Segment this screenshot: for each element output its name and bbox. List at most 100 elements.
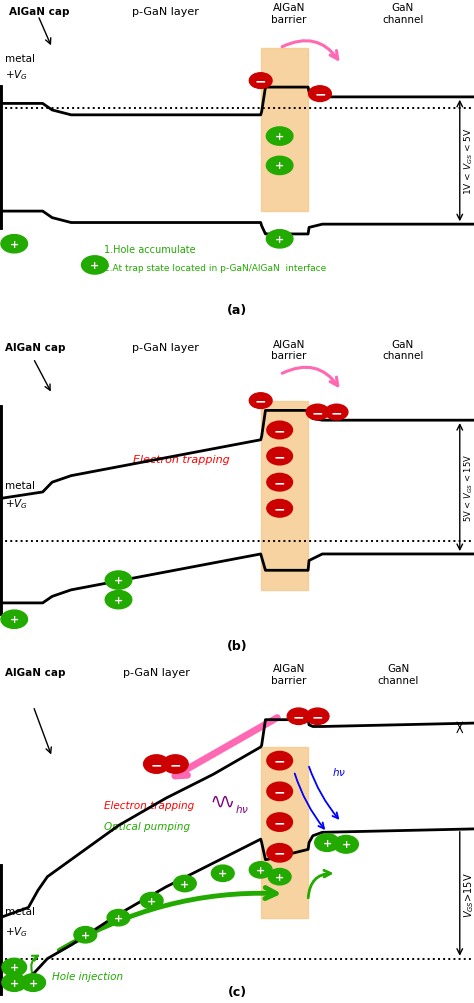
Circle shape — [267, 751, 292, 770]
Text: metal: metal — [5, 481, 35, 490]
Text: −: − — [151, 757, 162, 771]
Text: (b): (b) — [227, 639, 247, 652]
Circle shape — [74, 927, 97, 943]
Text: $+V_G$: $+V_G$ — [5, 925, 28, 938]
Text: +: + — [81, 930, 90, 940]
Text: −: − — [312, 405, 323, 419]
Circle shape — [267, 473, 292, 491]
Circle shape — [267, 499, 292, 518]
Text: Electron trapping: Electron trapping — [133, 455, 229, 464]
Text: +: + — [275, 235, 284, 245]
Text: 1V < $V_{GS}$ < 5V: 1V < $V_{GS}$ < 5V — [462, 127, 474, 195]
Text: GaN
channel: GaN channel — [382, 339, 424, 361]
Text: −: − — [255, 74, 266, 88]
Text: AlGaN
barrier: AlGaN barrier — [272, 3, 307, 25]
Text: p-GaN layer: p-GaN layer — [132, 6, 200, 16]
Text: +: + — [90, 261, 100, 271]
Text: 5V < $V_{GS}$ < 15V: 5V < $V_{GS}$ < 15V — [462, 453, 474, 522]
Text: $h\nu$: $h\nu$ — [332, 765, 346, 777]
Text: Electron trapping: Electron trapping — [104, 800, 194, 810]
Circle shape — [140, 893, 163, 909]
Circle shape — [144, 755, 169, 773]
Text: p-GaN layer: p-GaN layer — [132, 342, 200, 352]
Circle shape — [266, 157, 293, 176]
Text: 1.Hole accumulate: 1.Hole accumulate — [104, 245, 196, 255]
Text: −: − — [274, 502, 285, 516]
Circle shape — [306, 708, 329, 725]
Text: −: − — [312, 709, 323, 723]
Circle shape — [163, 755, 188, 773]
Text: +: + — [147, 896, 156, 906]
Text: +: + — [275, 872, 284, 882]
Text: −: − — [314, 87, 326, 101]
Circle shape — [2, 958, 27, 976]
Circle shape — [105, 572, 132, 590]
Text: $h\nu$: $h\nu$ — [235, 802, 249, 814]
Text: +: + — [114, 595, 123, 605]
Circle shape — [309, 86, 331, 102]
Text: +: + — [322, 838, 332, 848]
Text: −: − — [274, 475, 285, 489]
Text: AlGaN
barrier: AlGaN barrier — [272, 339, 307, 361]
Text: AlGaN
barrier: AlGaN barrier — [272, 664, 307, 685]
Text: −: − — [293, 709, 304, 723]
Text: −: − — [274, 846, 285, 860]
Circle shape — [105, 591, 132, 609]
Text: Optical pumping: Optical pumping — [104, 821, 191, 831]
Text: −: − — [331, 405, 342, 419]
Circle shape — [267, 844, 292, 863]
Text: +: + — [114, 913, 123, 923]
Text: +: + — [341, 840, 351, 850]
Circle shape — [267, 421, 292, 439]
Circle shape — [2, 974, 27, 991]
Text: +: + — [9, 615, 19, 625]
Text: (a): (a) — [227, 303, 247, 316]
Text: +: + — [275, 132, 284, 141]
Text: p-GaN layer: p-GaN layer — [123, 667, 190, 677]
Text: $V_{GS}$>15V: $V_{GS}$>15V — [462, 871, 474, 917]
Circle shape — [21, 974, 46, 991]
Text: +: + — [275, 161, 284, 172]
Text: GaN
channel: GaN channel — [377, 664, 419, 685]
Circle shape — [82, 257, 108, 275]
Circle shape — [173, 876, 196, 892]
Circle shape — [249, 862, 272, 879]
Circle shape — [306, 405, 329, 420]
Circle shape — [325, 405, 348, 420]
Text: AlGaN cap: AlGaN cap — [5, 342, 65, 352]
Text: −: − — [274, 784, 285, 798]
Circle shape — [334, 835, 358, 854]
Text: −: − — [274, 449, 285, 463]
Circle shape — [211, 866, 234, 882]
Text: +: + — [256, 865, 265, 875]
Text: $+V_G$: $+V_G$ — [5, 68, 28, 82]
Circle shape — [267, 447, 292, 465]
Circle shape — [267, 813, 292, 831]
Circle shape — [266, 231, 293, 249]
Text: −: − — [255, 394, 266, 408]
Text: AlGaN cap: AlGaN cap — [9, 6, 70, 16]
Text: Hole injection: Hole injection — [52, 971, 123, 981]
Circle shape — [287, 708, 310, 725]
Circle shape — [107, 910, 130, 926]
Circle shape — [267, 782, 292, 800]
Text: (c): (c) — [228, 985, 246, 998]
Circle shape — [1, 611, 27, 629]
Text: metal: metal — [5, 906, 35, 916]
Bar — [261, 401, 308, 590]
Text: +: + — [9, 978, 19, 988]
Text: AlGaN cap: AlGaN cap — [5, 667, 65, 677]
Circle shape — [315, 833, 339, 852]
Text: +: + — [9, 962, 19, 972]
Text: −: − — [274, 423, 285, 437]
Text: −: − — [170, 757, 181, 771]
Text: metal: metal — [5, 54, 35, 63]
Text: −: − — [274, 815, 285, 829]
Bar — [261, 747, 308, 918]
Text: +: + — [28, 978, 38, 988]
Text: 2.At trap state located in p-GaN/AlGaN  interface: 2.At trap state located in p-GaN/AlGaN i… — [104, 264, 327, 273]
Text: +: + — [114, 576, 123, 586]
Circle shape — [268, 869, 291, 885]
Text: GaN
channel: GaN channel — [382, 3, 424, 25]
Text: −: − — [274, 754, 285, 768]
